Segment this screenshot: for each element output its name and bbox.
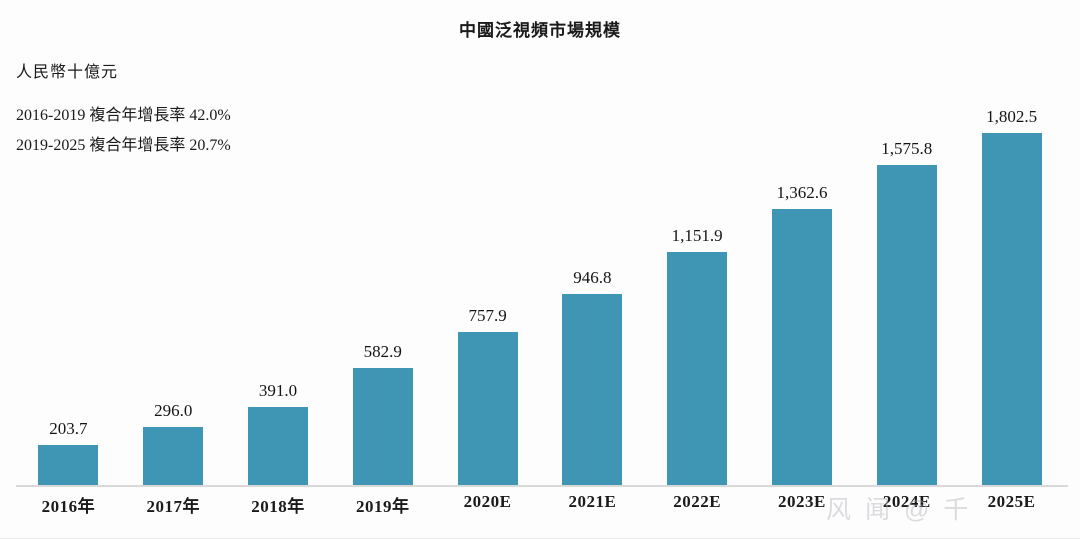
x-axis-baseline — [16, 485, 1068, 487]
bar-value-label: 946.8 — [573, 268, 612, 287]
bar — [247, 407, 308, 487]
bar — [562, 294, 623, 487]
bar-value-label: 582.9 — [363, 342, 402, 361]
cagr-annotation-2019-2025: 2019-2025 複合年增長率 20.7% — [16, 137, 231, 154]
bar-value-label: 296.0 — [154, 401, 193, 420]
bar — [981, 133, 1042, 487]
bar-value-label: 391.0 — [258, 381, 298, 400]
x-axis-label: 2018年 — [251, 497, 305, 516]
chart-title: 中國泛視頻市場規模 — [459, 21, 621, 40]
plot-area: 203.7 296.0 391.0 582.9 757.9 946.8 1,151.9 1,3… — [16, 107, 1064, 487]
bar — [771, 209, 832, 487]
bar — [143, 427, 204, 487]
bar-value-label: 203.7 — [49, 419, 88, 438]
bar — [352, 368, 413, 487]
bar-group: 582.9 — [330, 107, 435, 487]
bar — [457, 332, 518, 487]
bar-group: 1,151.9 — [645, 107, 750, 487]
x-axis-label: 2025E — [987, 492, 1036, 511]
x-axis-label: 2020E — [463, 492, 512, 511]
x-axis-label: 2022E — [673, 492, 722, 511]
bar-group: 1,802.5 — [959, 107, 1064, 487]
x-axis-label: 2017年 — [146, 497, 200, 516]
bar-group: 946.8 — [540, 107, 645, 487]
bar-group: 296.0 — [121, 107, 226, 487]
y-axis-unit-label: 人民幣十億元 — [16, 64, 119, 81]
bar — [38, 445, 99, 487]
bar-group: 203.7 — [16, 107, 121, 487]
bar-value-label: 1,802.5 — [986, 107, 1038, 126]
bar-group: 1,362.6 — [750, 107, 855, 487]
x-axis-label: 2016年 — [41, 497, 96, 516]
x-axis-label: 2023E — [778, 492, 826, 511]
bar — [667, 252, 728, 487]
x-axis-labels: 2016年 2017年 2018年 2019年 2020E 2021E 2022E 2023E… — [16, 492, 1064, 517]
bar-value-label: 1,575.8 — [881, 139, 933, 158]
cagr-annotation-2016-2019: 2016-2019 複合年增長率 42.0% — [16, 107, 231, 124]
bar-value-label: 1,151.9 — [671, 226, 723, 245]
x-axis-label: 2019年 — [356, 497, 410, 516]
bar-group: 1,575.8 — [854, 107, 959, 487]
x-axis-label: 2024E — [882, 492, 931, 511]
bar-value-label: 1,362.6 — [776, 183, 828, 202]
x-axis-label: 2021E — [568, 492, 617, 511]
bar — [876, 165, 937, 487]
bar-value-label: 757.9 — [468, 306, 507, 325]
bar-group: 757.9 — [435, 107, 540, 487]
bar-group: 391.0 — [226, 107, 331, 487]
